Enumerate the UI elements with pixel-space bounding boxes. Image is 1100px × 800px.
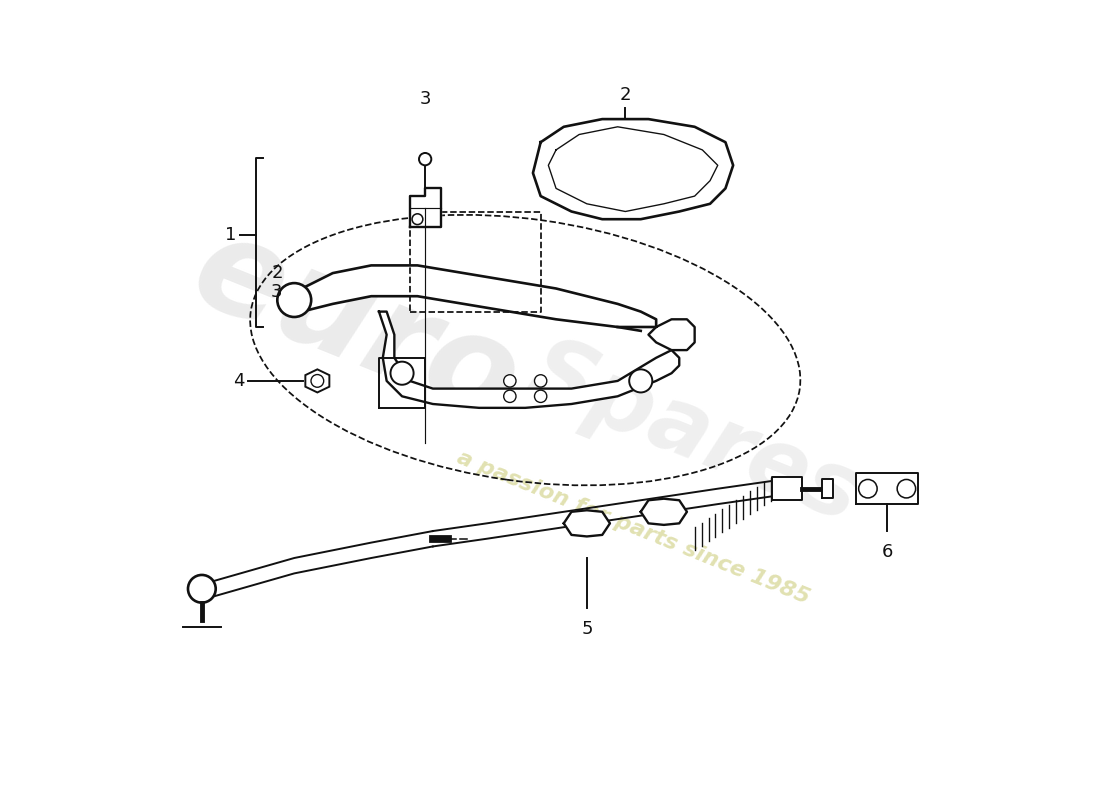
Circle shape — [277, 283, 311, 317]
Circle shape — [504, 390, 516, 402]
Polygon shape — [648, 319, 695, 350]
Circle shape — [390, 362, 414, 385]
Circle shape — [311, 374, 323, 387]
Polygon shape — [378, 311, 680, 408]
Text: 4: 4 — [233, 372, 244, 390]
Text: 3: 3 — [271, 283, 283, 302]
Circle shape — [412, 214, 422, 225]
Circle shape — [188, 575, 216, 602]
Text: 2: 2 — [271, 264, 283, 282]
Polygon shape — [856, 474, 917, 504]
Polygon shape — [409, 188, 440, 227]
Text: 5: 5 — [581, 619, 593, 638]
Text: 6: 6 — [881, 542, 893, 561]
Polygon shape — [640, 498, 686, 525]
Text: Spares: Spares — [516, 329, 873, 541]
Text: 3: 3 — [419, 90, 431, 107]
Polygon shape — [772, 477, 802, 500]
Circle shape — [859, 479, 877, 498]
Circle shape — [535, 390, 547, 402]
Polygon shape — [563, 510, 609, 537]
Polygon shape — [306, 370, 329, 393]
Circle shape — [629, 370, 652, 393]
Text: 2: 2 — [619, 86, 631, 104]
Polygon shape — [534, 119, 733, 219]
Circle shape — [898, 479, 915, 498]
Polygon shape — [301, 266, 656, 331]
Text: euro: euro — [175, 205, 537, 450]
Text: 1: 1 — [226, 226, 236, 243]
Circle shape — [419, 153, 431, 166]
Polygon shape — [822, 479, 834, 498]
Circle shape — [504, 374, 516, 387]
Text: a passion for parts since 1985: a passion for parts since 1985 — [454, 447, 812, 607]
Circle shape — [535, 374, 547, 387]
